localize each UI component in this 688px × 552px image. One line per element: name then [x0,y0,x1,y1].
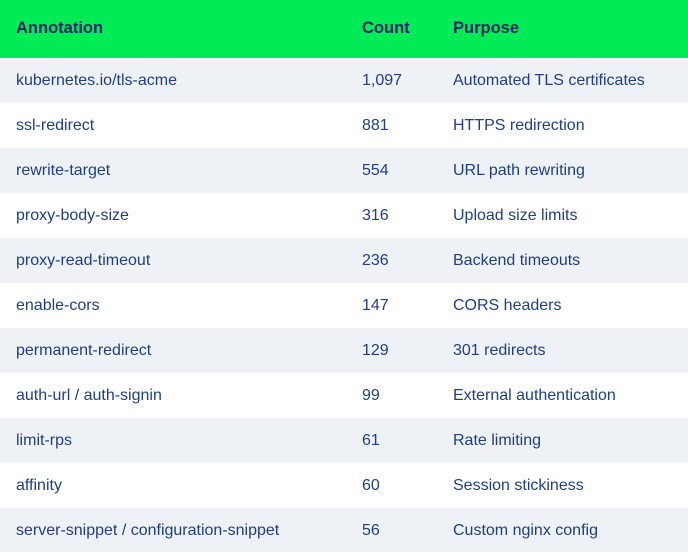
count-cell: 554 [362,161,389,179]
annotation-cell: proxy-read-timeout [16,251,151,269]
count-cell: 236 [362,251,389,269]
table-row: ssl-redirect 881 HTTPS redirection [0,103,688,148]
count-cell: 99 [362,386,380,404]
table-row: server-snippet / configuration-snippet 56… [0,508,688,552]
purpose-cell: HTTPS redirection [453,116,585,134]
annotation-cell: auth-url / auth-signin [16,386,162,404]
count-cell: 60 [362,476,380,494]
purpose-cell: 301 redirects [453,341,546,359]
annotation-cell: kubernetes.io/tls-acme [16,71,177,89]
purpose-cell: Backend timeouts [453,251,581,269]
count-cell: 61 [362,431,380,449]
annotation-cell: limit-rps [16,431,72,449]
table-row: permanent-redirect 129 301 redirects [0,328,688,373]
column-header-annotation: Annotation [16,19,104,38]
count-cell: 1,097 [362,71,403,89]
purpose-cell: Custom nginx config [453,521,598,539]
column-header-purpose: Purpose [453,19,520,38]
table-row: rewrite-target 554 URL path rewriting [0,148,688,193]
table-row: proxy-read-timeout 236 Backend timeouts [0,238,688,283]
annotation-cell: enable-cors [16,296,100,314]
count-cell: 129 [362,341,389,359]
purpose-cell: Upload size limits [453,206,578,224]
table-row: limit-rps 61 Rate limiting [0,418,688,463]
count-cell: 56 [362,521,380,539]
column-header-count: Count [362,19,410,38]
count-cell: 316 [362,206,389,224]
table-header-row: Annotation Count Purpose [0,0,688,58]
table-row: auth-url / auth-signin 99 External authent… [0,373,688,418]
table-row: enable-cors 147 CORS headers [0,283,688,328]
purpose-cell: Session stickiness [453,476,584,494]
count-cell: 881 [362,116,389,134]
annotation-cell: rewrite-target [16,161,111,179]
table-row: kubernetes.io/tls-acme 1,097 Automated TLS… [0,58,688,103]
purpose-cell: Rate limiting [453,431,542,449]
table-row: proxy-body-size 316 Upload size limits [0,193,688,238]
purpose-cell: Automated TLS certificates [453,71,645,89]
annotation-cell: permanent-redirect [16,341,152,359]
annotation-cell: server-snippet / configuration-snippet [16,521,280,539]
annotation-cell: proxy-body-size [16,206,129,224]
table-body: kubernetes.io/tls-acme 1,097 Automated TLS… [0,58,688,552]
purpose-cell: URL path rewriting [453,161,585,179]
purpose-cell: CORS headers [453,296,562,314]
purpose-cell: External authentication [453,386,616,404]
annotation-cell: ssl-redirect [16,116,95,134]
table-row: affinity 60 Session stickiness [0,463,688,508]
count-cell: 147 [362,296,389,314]
annotation-cell: affinity [16,476,62,494]
